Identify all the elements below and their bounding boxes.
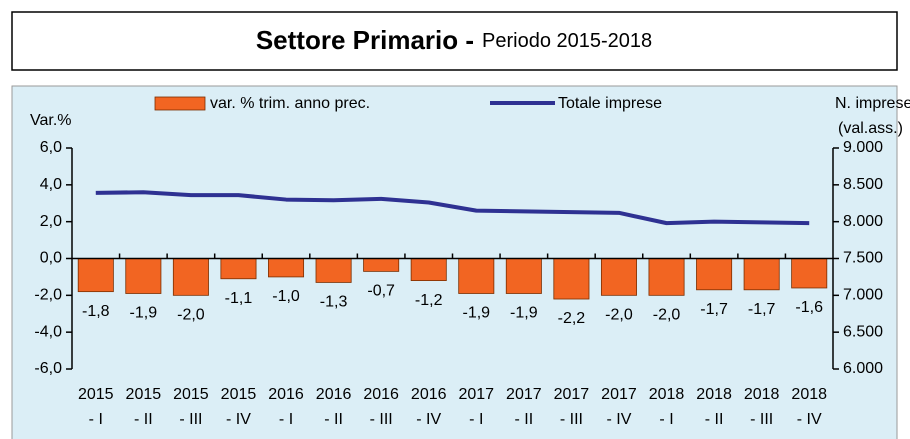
bar: [125, 258, 162, 294]
chart-title-group: Settore Primario - Periodo 2015-2018: [256, 25, 652, 55]
x-tick-label: - IV: [607, 411, 632, 428]
bar: [505, 258, 542, 294]
x-tick-label: 2016: [268, 386, 304, 403]
x-tick-label: - III: [560, 411, 583, 428]
y2-axis-label: (val.ass.): [838, 120, 903, 137]
y-tick-label: -2,0: [34, 287, 62, 304]
x-tick-label: - II: [134, 411, 153, 428]
x-tick-label: 2016: [411, 386, 447, 403]
data-label: -2,2: [558, 310, 586, 327]
bar: [410, 258, 447, 282]
data-label: -1,3: [320, 294, 348, 311]
x-tick-label: - III: [179, 411, 202, 428]
bar: [315, 258, 352, 283]
x-tick-label: 2017: [601, 386, 637, 403]
bar: [458, 258, 495, 294]
data-label: -1,2: [415, 292, 443, 309]
x-tick-label: 2018: [791, 386, 827, 403]
bar: [77, 258, 114, 293]
bar: [791, 258, 828, 289]
legend-label: var. % trim. anno prec.: [210, 95, 370, 112]
data-label: -1,9: [462, 305, 490, 322]
legend-label: Totale imprese: [558, 95, 662, 112]
data-label: -2,0: [177, 307, 205, 324]
x-tick-label: 2016: [316, 386, 352, 403]
x-tick-label: 2017: [506, 386, 542, 403]
x-tick-label: 2017: [554, 386, 590, 403]
x-tick-label: 2015: [78, 386, 114, 403]
data-label: -1,0: [272, 288, 300, 305]
y2-axis-label: N. imprese: [835, 95, 910, 112]
data-label: -1,6: [795, 299, 823, 316]
chart-title: Settore Primario -: [256, 25, 474, 55]
bar: [363, 258, 400, 272]
x-tick-label: 2015: [173, 386, 209, 403]
data-label: -1,8: [82, 303, 110, 320]
bar: [743, 258, 780, 291]
title-box: [11, 11, 898, 71]
data-label: -1,9: [130, 305, 158, 322]
y2-tick-label: 6.500: [843, 323, 883, 340]
x-tick-label: 2018: [696, 386, 732, 403]
y-tick-label: 2,0: [40, 213, 62, 230]
x-tick-label: 2016: [363, 386, 399, 403]
bar: [600, 258, 637, 296]
x-tick-label: 2015: [221, 386, 257, 403]
x-tick-label: - IV: [797, 411, 822, 428]
bar: [172, 258, 209, 296]
y2-tick-label: 7.500: [843, 250, 883, 267]
data-label: -2,0: [653, 307, 681, 324]
legend-swatch: [154, 96, 206, 111]
x-tick-label: - I: [279, 411, 293, 428]
y-tick-label: 4,0: [40, 176, 62, 193]
y-tick-label: -4,0: [34, 323, 62, 340]
y-tick-label: 0,0: [40, 250, 62, 267]
y-tick-label: 6,0: [40, 139, 62, 156]
x-tick-label: - IV: [416, 411, 441, 428]
x-tick-label: - III: [750, 411, 773, 428]
line-series: [95, 190, 810, 226]
x-tick-label: - I: [469, 411, 483, 428]
y-axis-label: Var.%: [30, 112, 72, 129]
y2-tick-label: 7.000: [843, 287, 883, 304]
x-tick-label: - III: [370, 411, 393, 428]
bar: [553, 258, 590, 300]
x-tick-label: 2015: [126, 386, 162, 403]
x-tick-label: 2018: [744, 386, 780, 403]
y-tick-label: -6,0: [34, 360, 62, 377]
bar: [268, 258, 305, 278]
data-label: -1,7: [700, 301, 728, 318]
data-label: -0,7: [367, 283, 395, 300]
bar: [220, 258, 257, 280]
data-label: -1,7: [748, 301, 776, 318]
x-tick-label: - I: [659, 411, 673, 428]
x-tick-label: 2018: [649, 386, 685, 403]
x-tick-label: - IV: [226, 411, 251, 428]
y2-tick-label: 6.000: [843, 360, 883, 377]
y2-tick-label: 9.000: [843, 139, 883, 156]
x-tick-label: 2017: [458, 386, 494, 403]
data-label: -1,1: [225, 290, 253, 307]
data-label: -1,9: [510, 305, 538, 322]
y2-tick-label: 8.000: [843, 213, 883, 230]
x-tick-label: - I: [89, 411, 103, 428]
x-tick-label: - II: [515, 411, 534, 428]
x-tick-label: - II: [324, 411, 343, 428]
y2-tick-label: 8.500: [843, 176, 883, 193]
chart-subtitle: Periodo 2015-2018: [482, 30, 652, 52]
data-label: -2,0: [605, 307, 633, 324]
x-tick-label: - II: [705, 411, 724, 428]
bar: [696, 258, 733, 291]
bar: [648, 258, 685, 296]
